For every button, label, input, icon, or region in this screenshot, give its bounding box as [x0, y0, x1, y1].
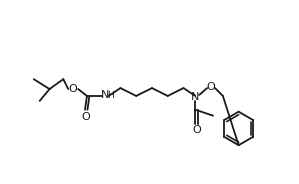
- Text: O: O: [69, 84, 77, 94]
- Text: O: O: [82, 112, 90, 122]
- Text: O: O: [207, 82, 216, 92]
- Text: O: O: [192, 125, 201, 135]
- Text: N: N: [191, 92, 199, 102]
- Text: H: H: [107, 91, 114, 100]
- Text: N: N: [100, 90, 109, 100]
